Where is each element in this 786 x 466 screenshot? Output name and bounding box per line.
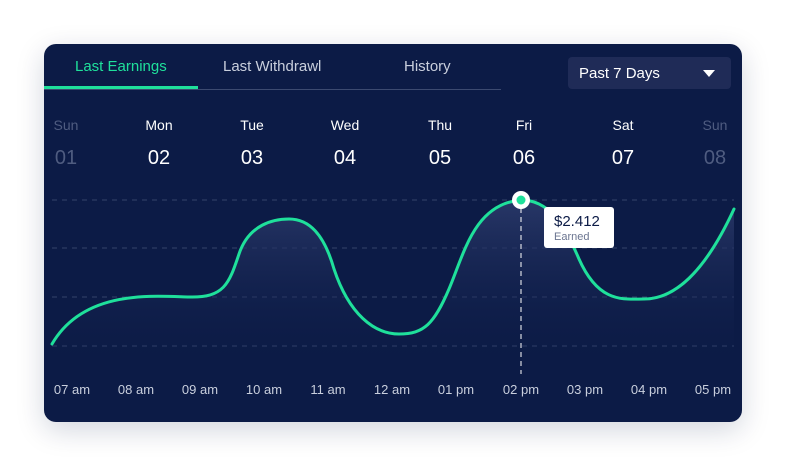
- day-name: Sun: [53, 117, 79, 133]
- time-label: 02 pm: [503, 382, 539, 397]
- tab-history[interactable]: History: [404, 58, 451, 75]
- caret-down-icon: [703, 70, 715, 77]
- earnings-chart: 07 am 08 am 09 am 10 am 11 am 12 am 01 p…: [50, 191, 736, 397]
- earnings-area: [52, 200, 734, 370]
- day-name: Tue: [240, 117, 264, 133]
- day-column[interactable]: Fri 06: [494, 116, 554, 170]
- time-label: 12 am: [374, 382, 410, 397]
- day-name: Thu: [427, 117, 453, 133]
- day-number: 07: [611, 147, 635, 169]
- day-column[interactable]: Sun 01: [44, 116, 96, 170]
- day-column[interactable]: Thu 05: [410, 116, 470, 170]
- day-name: Wed: [330, 117, 360, 133]
- day-column[interactable]: Tue 03: [222, 116, 282, 170]
- earnings-tooltip: $2.412 Earned: [544, 207, 614, 248]
- day-number: 01: [54, 147, 78, 169]
- tooltip-label: Earned: [554, 231, 590, 243]
- time-label: 07 am: [54, 382, 90, 397]
- day-number: 08: [703, 147, 727, 169]
- tab-last-earnings[interactable]: Last Earnings: [75, 58, 167, 75]
- tooltip-value: $2.412: [554, 213, 600, 230]
- time-label: 11 am: [310, 382, 345, 397]
- day-number: 03: [240, 147, 264, 169]
- time-label: 01 pm: [438, 382, 474, 397]
- time-label: 05 pm: [695, 382, 731, 397]
- range-dropdown[interactable]: Past 7 Days: [568, 57, 731, 89]
- day-number: 04: [333, 147, 357, 169]
- day-number: 05: [428, 147, 452, 169]
- day-column[interactable]: Sun 08: [685, 116, 742, 170]
- day-column[interactable]: Wed 04: [315, 116, 375, 170]
- tab-bar: Last Earnings Last Withdrawl History: [44, 44, 501, 90]
- time-label: 08 am: [118, 382, 154, 397]
- range-dropdown-value: Past 7 Days: [579, 65, 660, 82]
- day-column[interactable]: Sat 07: [593, 116, 653, 170]
- day-column[interactable]: Mon 02: [129, 116, 189, 170]
- tab-last-withdrawl[interactable]: Last Withdrawl: [223, 58, 322, 75]
- day-number: 06: [512, 147, 536, 169]
- earnings-card: Last Earnings Last Withdrawl History Pas…: [44, 44, 742, 422]
- day-name: Fri: [515, 117, 533, 133]
- day-name: Sat: [612, 117, 634, 133]
- data-point-marker-dot: [516, 195, 526, 205]
- earnings-line: [50, 198, 736, 346]
- day-number: 02: [147, 147, 171, 169]
- time-label: 10 am: [246, 382, 282, 397]
- time-label: 09 am: [182, 382, 218, 397]
- day-name: Sun: [702, 117, 728, 133]
- time-label: 04 pm: [631, 382, 667, 397]
- day-name: Mon: [145, 117, 173, 133]
- active-tab-indicator: [44, 86, 198, 89]
- time-label: 03 pm: [567, 382, 603, 397]
